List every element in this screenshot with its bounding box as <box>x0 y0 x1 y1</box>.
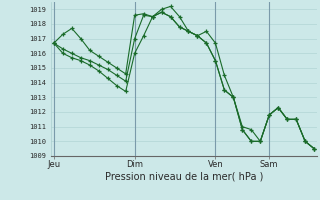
X-axis label: Pression niveau de la mer( hPa ): Pression niveau de la mer( hPa ) <box>105 172 263 182</box>
